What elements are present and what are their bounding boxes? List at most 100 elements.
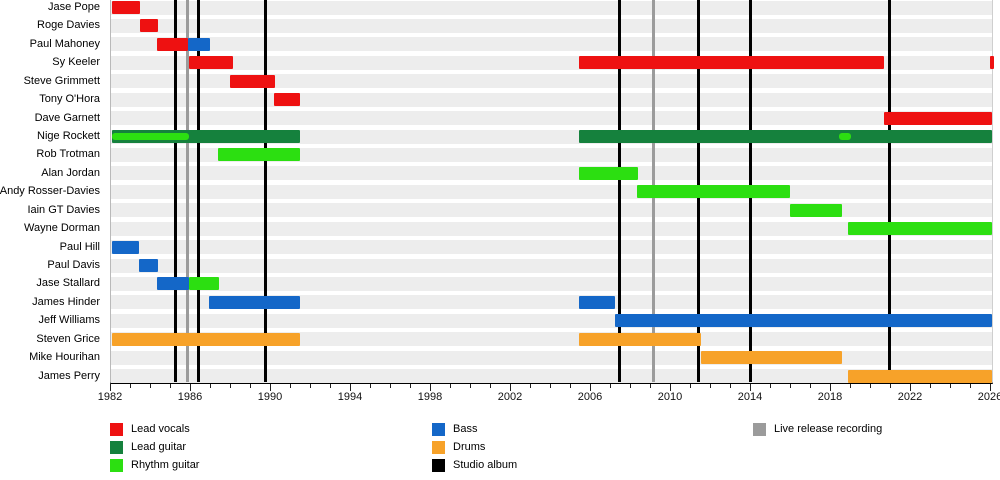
- x-axis: 1982 1986 1990 1994 1998 2002 2006 2010 2014 2018…: [0, 382, 1000, 412]
- lead-guitar-legend-swatch: [110, 441, 123, 454]
- timeline-bar-rhythm_guitar: [839, 133, 851, 140]
- drums-legend-swatch: [432, 441, 445, 454]
- axis-tick: [610, 384, 611, 388]
- live-recording-line: [185, 0, 189, 382]
- row-stripe: [111, 295, 992, 310]
- axis-tick: [730, 384, 731, 388]
- axis-year-label: 2022: [897, 391, 923, 403]
- member-name-label: Alan Jordan: [41, 166, 100, 179]
- legend: Lead vocals Lead guitar Rhythm guitar Bass D…: [0, 412, 1000, 480]
- studio-album-line: [617, 0, 621, 382]
- axis-tick: [150, 384, 151, 388]
- legend-item-label: Drums: [453, 441, 486, 453]
- axis-tick: [190, 384, 191, 391]
- member-name-label: Andy Rosser-Davies: [0, 185, 100, 198]
- bass-legend-swatch: [432, 423, 445, 436]
- member-names-column: Jase Pope Roge Davies Paul Mahoney Sy Keele…: [0, 0, 105, 382]
- axis-tick: [630, 384, 631, 388]
- axis-tick: [330, 384, 331, 388]
- axis-tick: [750, 384, 751, 391]
- member-name-label: Tony O'Hora: [39, 93, 100, 106]
- timeline-bar-bass: [615, 314, 992, 328]
- member-name-label: Steve Grimmett: [23, 74, 100, 87]
- axis-tick: [530, 384, 531, 388]
- timeline-bar-bass: [579, 295, 615, 309]
- studio-album-legend-swatch: [432, 459, 445, 472]
- member-name-label: Nige Rockett: [37, 130, 100, 142]
- row-stripe: [111, 18, 992, 33]
- member-name-label: James Hinder: [32, 295, 100, 308]
- axis-tick: [270, 384, 271, 391]
- axis-tick: [890, 384, 891, 388]
- timeline-bar-lead_vocals: [884, 111, 992, 125]
- member-name-label: Sy Keeler: [52, 56, 100, 69]
- axis-tick: [550, 384, 551, 388]
- member-name-label: Dave Garnett: [34, 111, 100, 124]
- studio-album-line: [196, 0, 200, 382]
- axis-tick: [410, 384, 411, 388]
- timeline-bar-rhythm_guitar: [111, 133, 189, 140]
- axis-tick: [350, 384, 351, 391]
- member-name-label: Roge Davies: [37, 19, 100, 32]
- axis-tick: [370, 384, 371, 388]
- axis-tick: [790, 384, 791, 388]
- timeline-bar-lead_vocals: [274, 93, 300, 107]
- axis-tick: [110, 384, 111, 391]
- axis-year-label: 1998: [417, 391, 443, 403]
- axis-year-label: 1994: [337, 391, 363, 403]
- axis-year-label: 1986: [177, 391, 203, 403]
- axis-tick: [830, 384, 831, 391]
- axis-tick: [450, 384, 451, 388]
- legend-item-label: Rhythm guitar: [131, 459, 200, 471]
- axis-tick: [490, 384, 491, 388]
- axis-tick: [870, 384, 871, 388]
- axis-tick: [710, 384, 711, 388]
- row-stripe: [111, 221, 992, 236]
- row-stripe: [111, 74, 992, 89]
- live-recording-legend-swatch: [753, 423, 766, 436]
- axis-tick: [810, 384, 811, 388]
- member-name-label: Rob Trotman: [36, 148, 100, 161]
- member-name-label: Paul Mahoney: [29, 37, 100, 50]
- axis-year-label: 2006: [577, 391, 603, 403]
- studio-album-line: [173, 0, 177, 382]
- row-stripe: [111, 166, 992, 181]
- member-name-label: Steven Grice: [36, 332, 100, 345]
- axis-tick: [210, 384, 211, 388]
- legend-item-label: Lead vocals: [131, 423, 190, 435]
- timeline-bar-bass: [209, 295, 300, 309]
- timeline-bar-rhythm_guitar: [579, 166, 638, 180]
- timeline-bar-lead_vocals: [230, 74, 275, 88]
- row-stripe: [111, 350, 992, 365]
- axis-year-label: 1982: [97, 391, 123, 403]
- axis-tick: [690, 384, 691, 388]
- axis-tick: [170, 384, 171, 388]
- row-stripe: [111, 240, 992, 255]
- axis-tick: [670, 384, 671, 391]
- timeline-plot: [110, 0, 994, 384]
- timeline-bar-bass: [111, 240, 139, 254]
- member-name-label: Jase Pope: [48, 1, 100, 13]
- timeline-bar-rhythm_guitar: [218, 148, 300, 162]
- timeline-bar-drums: [701, 351, 842, 365]
- timeline-bar-lead_vocals: [157, 37, 188, 51]
- timeline-bar-rhythm_guitar: [790, 203, 842, 217]
- timeline-bar-bass: [139, 259, 158, 273]
- axis-tick: [430, 384, 431, 391]
- axis-tick: [970, 384, 971, 388]
- timeline-bar-rhythm_guitar: [637, 185, 790, 199]
- axis-year-label: 1990: [257, 391, 283, 403]
- axis-tick: [950, 384, 951, 388]
- member-name-label: Paul Hill: [59, 240, 100, 253]
- timeline-bar-lead_vocals: [111, 1, 140, 14]
- axis-year-label: 2010: [657, 391, 683, 403]
- axis-tick: [650, 384, 651, 388]
- legend-item-label: Lead guitar: [131, 441, 187, 453]
- member-name-label: Iain GT Davies: [27, 203, 100, 216]
- legend-item-label: Live release recording: [774, 423, 883, 435]
- member-name-label: James Perry: [38, 369, 100, 382]
- studio-album-line: [264, 0, 268, 382]
- member-name-label: Paul Davis: [47, 259, 100, 272]
- axis-tick: [230, 384, 231, 388]
- row-stripe: [111, 147, 992, 162]
